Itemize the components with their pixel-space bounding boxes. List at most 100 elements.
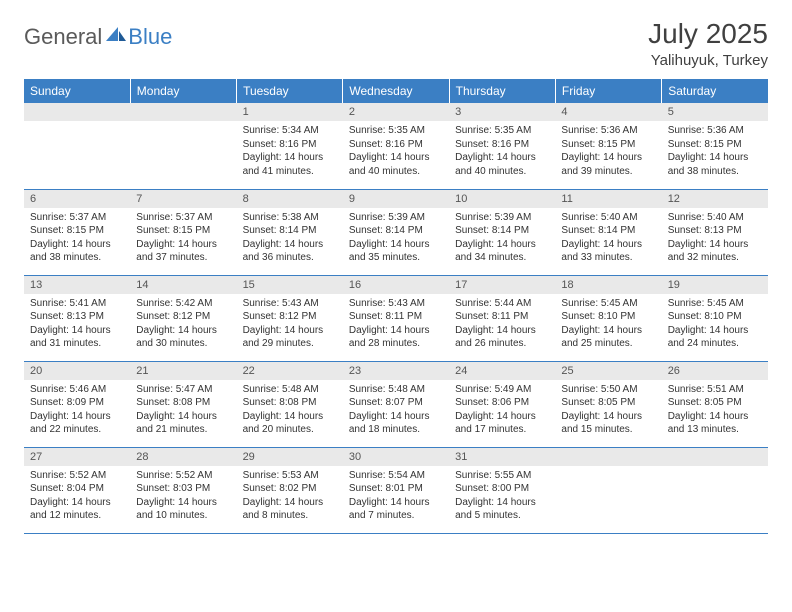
- day-header: Saturday: [662, 79, 768, 103]
- sunset-text: Sunset: 8:01 PM: [349, 482, 443, 496]
- sunrise-text: Sunrise: 5:42 AM: [136, 297, 230, 311]
- day-body: Sunrise: 5:43 AMSunset: 8:11 PMDaylight:…: [343, 294, 449, 355]
- sunset-text: Sunset: 8:08 PM: [136, 396, 230, 410]
- logo-sail-icon: [106, 27, 126, 41]
- header: General Blue July 2025 Yalihuyuk, Turkey: [24, 18, 768, 69]
- sunrise-text: Sunrise: 5:34 AM: [243, 124, 337, 138]
- location: Yalihuyuk, Turkey: [648, 52, 768, 69]
- day-body: [555, 466, 661, 526]
- day-number: [24, 103, 130, 121]
- sunrise-text: Sunrise: 5:44 AM: [455, 297, 549, 311]
- sunset-text: Sunset: 8:14 PM: [455, 224, 549, 238]
- sunrise-text: Sunrise: 5:40 AM: [668, 211, 762, 225]
- calendar-cell: 18Sunrise: 5:45 AMSunset: 8:10 PMDayligh…: [555, 275, 661, 361]
- sunset-text: Sunset: 8:07 PM: [349, 396, 443, 410]
- sunset-text: Sunset: 8:11 PM: [455, 310, 549, 324]
- sunrise-text: Sunrise: 5:49 AM: [455, 383, 549, 397]
- sunset-text: Sunset: 8:16 PM: [349, 138, 443, 152]
- day-number: 17: [449, 276, 555, 294]
- daylight-text: Daylight: 14 hours and 25 minutes.: [561, 324, 655, 351]
- sunrise-text: Sunrise: 5:51 AM: [668, 383, 762, 397]
- day-body: Sunrise: 5:39 AMSunset: 8:14 PMDaylight:…: [449, 208, 555, 269]
- title-block: July 2025 Yalihuyuk, Turkey: [648, 18, 768, 69]
- sunrise-text: Sunrise: 5:54 AM: [349, 469, 443, 483]
- calendar-cell: 24Sunrise: 5:49 AMSunset: 8:06 PMDayligh…: [449, 361, 555, 447]
- day-body: Sunrise: 5:43 AMSunset: 8:12 PMDaylight:…: [237, 294, 343, 355]
- calendar-cell: 26Sunrise: 5:51 AMSunset: 8:05 PMDayligh…: [662, 361, 768, 447]
- day-body: Sunrise: 5:54 AMSunset: 8:01 PMDaylight:…: [343, 466, 449, 527]
- logo: General Blue: [24, 18, 172, 50]
- day-body: Sunrise: 5:48 AMSunset: 8:08 PMDaylight:…: [237, 380, 343, 441]
- sunrise-text: Sunrise: 5:48 AM: [349, 383, 443, 397]
- daylight-text: Daylight: 14 hours and 22 minutes.: [30, 410, 124, 437]
- calendar-cell: 15Sunrise: 5:43 AMSunset: 8:12 PMDayligh…: [237, 275, 343, 361]
- daylight-text: Daylight: 14 hours and 36 minutes.: [243, 238, 337, 265]
- calendar-cell: 19Sunrise: 5:45 AMSunset: 8:10 PMDayligh…: [662, 275, 768, 361]
- calendar-cell: 7Sunrise: 5:37 AMSunset: 8:15 PMDaylight…: [130, 189, 236, 275]
- day-body: Sunrise: 5:37 AMSunset: 8:15 PMDaylight:…: [24, 208, 130, 269]
- day-number: 16: [343, 276, 449, 294]
- day-body: Sunrise: 5:40 AMSunset: 8:14 PMDaylight:…: [555, 208, 661, 269]
- daylight-text: Daylight: 14 hours and 24 minutes.: [668, 324, 762, 351]
- day-body: Sunrise: 5:44 AMSunset: 8:11 PMDaylight:…: [449, 294, 555, 355]
- day-body: Sunrise: 5:36 AMSunset: 8:15 PMDaylight:…: [662, 121, 768, 182]
- logo-text-general: General: [24, 24, 102, 50]
- sunset-text: Sunset: 8:03 PM: [136, 482, 230, 496]
- sunrise-text: Sunrise: 5:43 AM: [349, 297, 443, 311]
- day-number: 27: [24, 448, 130, 466]
- day-body: Sunrise: 5:39 AMSunset: 8:14 PMDaylight:…: [343, 208, 449, 269]
- sunset-text: Sunset: 8:14 PM: [349, 224, 443, 238]
- calendar-cell: 21Sunrise: 5:47 AMSunset: 8:08 PMDayligh…: [130, 361, 236, 447]
- sunset-text: Sunset: 8:16 PM: [455, 138, 549, 152]
- month-title: July 2025: [648, 18, 768, 50]
- sunset-text: Sunset: 8:05 PM: [668, 396, 762, 410]
- calendar-cell: 11Sunrise: 5:40 AMSunset: 8:14 PMDayligh…: [555, 189, 661, 275]
- sunset-text: Sunset: 8:12 PM: [243, 310, 337, 324]
- daylight-text: Daylight: 14 hours and 38 minutes.: [668, 151, 762, 178]
- calendar-cell: 9Sunrise: 5:39 AMSunset: 8:14 PMDaylight…: [343, 189, 449, 275]
- sunset-text: Sunset: 8:13 PM: [668, 224, 762, 238]
- calendar-cell: 8Sunrise: 5:38 AMSunset: 8:14 PMDaylight…: [237, 189, 343, 275]
- sunset-text: Sunset: 8:12 PM: [136, 310, 230, 324]
- day-number: 6: [24, 190, 130, 208]
- day-body: Sunrise: 5:35 AMSunset: 8:16 PMDaylight:…: [343, 121, 449, 182]
- sunset-text: Sunset: 8:11 PM: [349, 310, 443, 324]
- daylight-text: Daylight: 14 hours and 18 minutes.: [349, 410, 443, 437]
- daylight-text: Daylight: 14 hours and 20 minutes.: [243, 410, 337, 437]
- sunset-text: Sunset: 8:13 PM: [30, 310, 124, 324]
- day-number: 19: [662, 276, 768, 294]
- calendar-week: 6Sunrise: 5:37 AMSunset: 8:15 PMDaylight…: [24, 189, 768, 275]
- calendar-week: 20Sunrise: 5:46 AMSunset: 8:09 PMDayligh…: [24, 361, 768, 447]
- day-body: Sunrise: 5:36 AMSunset: 8:15 PMDaylight:…: [555, 121, 661, 182]
- sunrise-text: Sunrise: 5:36 AM: [561, 124, 655, 138]
- sunset-text: Sunset: 8:04 PM: [30, 482, 124, 496]
- day-body: Sunrise: 5:37 AMSunset: 8:15 PMDaylight:…: [130, 208, 236, 269]
- sunrise-text: Sunrise: 5:46 AM: [30, 383, 124, 397]
- sunrise-text: Sunrise: 5:48 AM: [243, 383, 337, 397]
- day-header: Thursday: [449, 79, 555, 103]
- sunset-text: Sunset: 8:14 PM: [243, 224, 337, 238]
- sunrise-text: Sunrise: 5:45 AM: [668, 297, 762, 311]
- day-number: 11: [555, 190, 661, 208]
- day-number: 28: [130, 448, 236, 466]
- calendar-cell: 30Sunrise: 5:54 AMSunset: 8:01 PMDayligh…: [343, 447, 449, 533]
- calendar-cell: 16Sunrise: 5:43 AMSunset: 8:11 PMDayligh…: [343, 275, 449, 361]
- day-number: [662, 448, 768, 466]
- day-number: 20: [24, 362, 130, 380]
- daylight-text: Daylight: 14 hours and 33 minutes.: [561, 238, 655, 265]
- day-number: [130, 103, 236, 121]
- day-body: Sunrise: 5:34 AMSunset: 8:16 PMDaylight:…: [237, 121, 343, 182]
- day-number: 9: [343, 190, 449, 208]
- day-number: 22: [237, 362, 343, 380]
- calendar-cell: [555, 447, 661, 533]
- daylight-text: Daylight: 14 hours and 38 minutes.: [30, 238, 124, 265]
- sunrise-text: Sunrise: 5:50 AM: [561, 383, 655, 397]
- sunrise-text: Sunrise: 5:45 AM: [561, 297, 655, 311]
- day-number: [555, 448, 661, 466]
- sunrise-text: Sunrise: 5:52 AM: [136, 469, 230, 483]
- day-number: 4: [555, 103, 661, 121]
- calendar-header-row: SundayMondayTuesdayWednesdayThursdayFrid…: [24, 79, 768, 103]
- day-body: Sunrise: 5:50 AMSunset: 8:05 PMDaylight:…: [555, 380, 661, 441]
- day-number: 18: [555, 276, 661, 294]
- sunrise-text: Sunrise: 5:53 AM: [243, 469, 337, 483]
